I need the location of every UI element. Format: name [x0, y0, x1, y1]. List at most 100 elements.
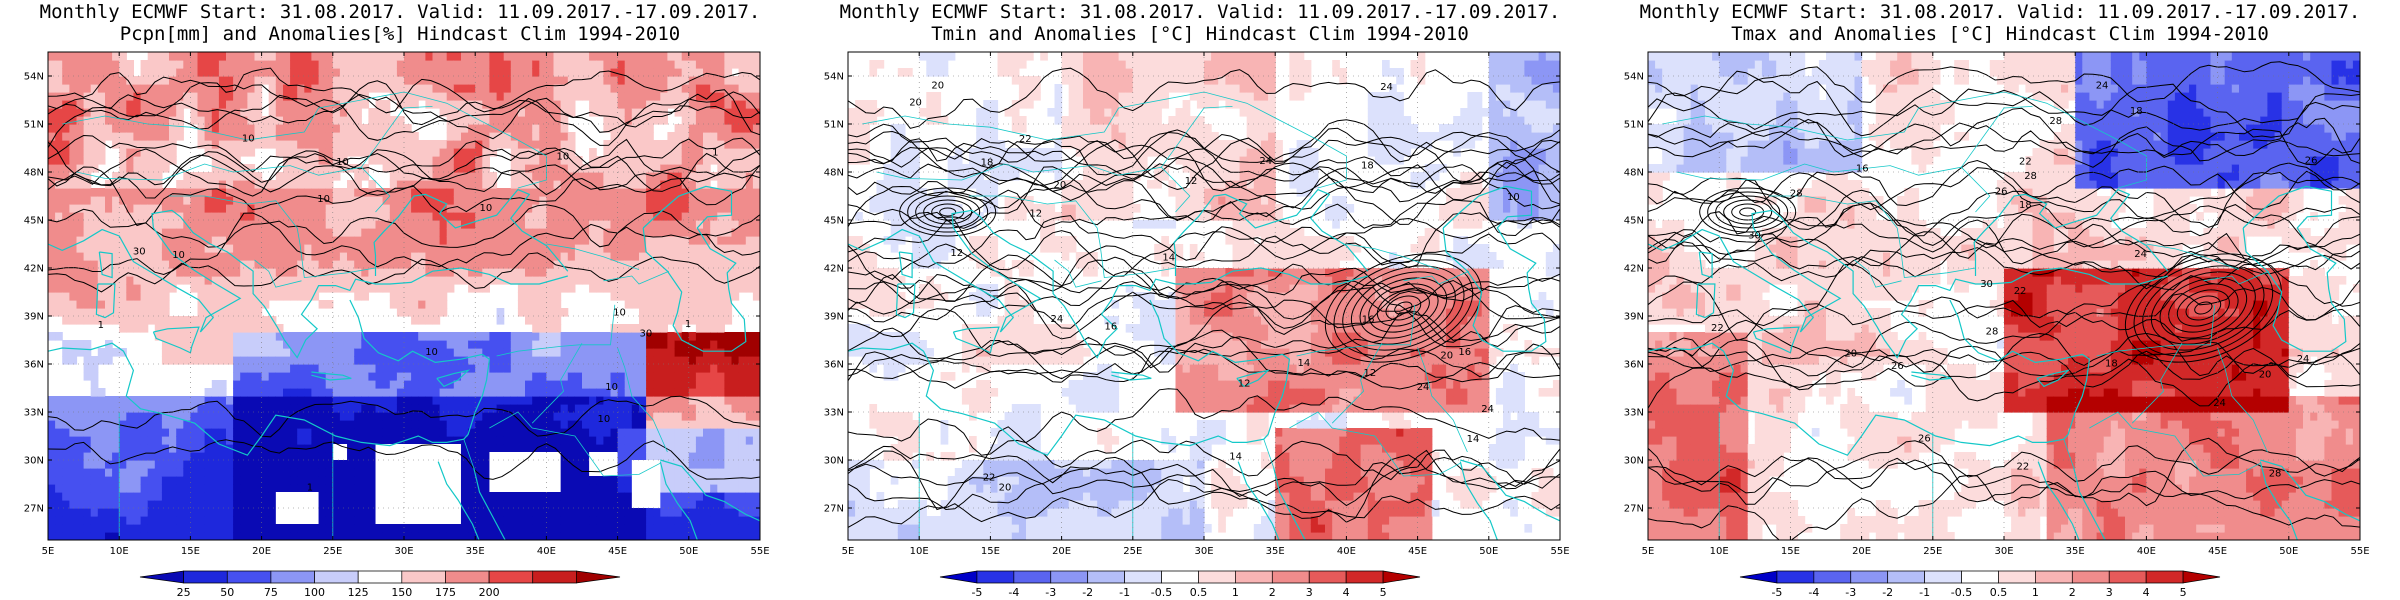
colorbar-swatch	[1050, 570, 1089, 584]
colorbar-label: -0.5	[1951, 586, 1972, 599]
contour-label: 24	[1380, 82, 1393, 93]
contour-label: 30	[1980, 279, 1993, 290]
contour-label: 20	[1440, 350, 1453, 361]
colorbar-swatch	[270, 570, 315, 584]
contour-label: 24	[2213, 398, 2226, 409]
colorbar-swatch	[2182, 570, 2221, 584]
contour-label: 22	[2019, 157, 2032, 168]
contour-label: 12	[1364, 368, 1377, 379]
contour-label: 10	[242, 133, 255, 144]
contour-label: 12	[950, 248, 963, 259]
lat-label: 54N	[1624, 72, 1644, 83]
lat-label: 51N	[24, 120, 44, 131]
colorbar-label: 5	[2180, 586, 2187, 599]
lat-label: 42N	[824, 264, 844, 275]
contour-label: 24	[1051, 314, 1064, 325]
lon-label: 15E	[181, 546, 200, 557]
lat-label: 33N	[824, 408, 844, 419]
contour-label: 22	[1711, 323, 1724, 334]
lon-label: 30E	[1194, 546, 1213, 557]
contour-label: 18	[2019, 200, 2032, 211]
precip-panel: Monthly ECMWF Start: 31.08.2017. Valid: …	[0, 0, 800, 600]
lon-label: 55E	[2350, 546, 2369, 557]
lat-label: 48N	[1624, 168, 1644, 179]
contour-label: 28	[2024, 171, 2037, 182]
lat-label: 51N	[824, 120, 844, 131]
colorbar-label: 50	[220, 586, 234, 599]
contour-label: 28	[1986, 327, 1999, 338]
contour-label: 24	[2134, 249, 2147, 260]
colorbar-swatch	[2035, 570, 2073, 584]
contour-label: 26	[1918, 434, 1931, 445]
lon-label: 45E	[608, 546, 627, 557]
lon-label: 30E	[394, 546, 413, 557]
panel-title-line2: Tmax and Anomalies [°C] Hindcast Clim 19…	[1731, 23, 2269, 45]
colorbar-label: 2	[1269, 586, 1276, 599]
contour-label: 28	[1790, 188, 1803, 199]
lon-label: 20E	[1052, 546, 1071, 557]
colorbar-swatch	[1235, 570, 1273, 584]
contour-label: 20	[999, 483, 1012, 494]
contour-label: 22	[1019, 134, 1032, 145]
lon-label: 35E	[466, 546, 485, 557]
precip-map: 30 10 10 10 10 10 1 10 1 30 1 1 10 10 10 10 54N 51N 48N 45N…	[24, 51, 770, 599]
colorbar-swatch	[532, 570, 577, 584]
colorbar-swatch	[939, 570, 978, 584]
colorbar-swatch	[1998, 570, 2036, 584]
contour-label: 14	[1298, 358, 1311, 369]
tmax-map: 1816182022221824222426282420222826302628…	[1624, 51, 2370, 599]
colorbar-swatch	[576, 570, 621, 584]
panel-title-line1: Monthly ECMWF Start: 31.08.2017. Valid: …	[839, 1, 1561, 23]
contour-label: 10	[1507, 192, 1520, 203]
contour-label: 20	[909, 97, 922, 108]
lon-label: 45E	[2208, 546, 2227, 557]
lat-label: 42N	[24, 264, 44, 275]
contour-label: 20	[1844, 349, 1857, 360]
lon-label: 55E	[1550, 546, 1569, 557]
lon-label: 25E	[1123, 546, 1142, 557]
contour-label: 1	[307, 482, 313, 493]
panel-title-line2: Tmin and Anomalies [°C] Hindcast Clim 19…	[931, 23, 1469, 45]
colorbar-label: 125	[348, 586, 369, 599]
contour-label: 22	[2014, 286, 2027, 297]
contour-label: 1	[685, 319, 691, 330]
colorbar-swatch	[1087, 570, 1125, 584]
lat-label: 48N	[24, 168, 44, 179]
lon-label: 40E	[1337, 546, 1356, 557]
colorbar-swatch	[445, 570, 490, 584]
contour-label: 12	[1238, 378, 1251, 389]
lat-label: 42N	[1624, 264, 1644, 275]
contour-label: 24	[1417, 382, 1430, 393]
contour-label: 18	[2105, 359, 2118, 370]
lat-label: 48N	[824, 168, 844, 179]
colorbar-swatch	[1776, 570, 1815, 584]
colorbar-label: 3	[2106, 586, 2113, 599]
contour-label: 28	[2049, 116, 2062, 127]
colorbar-swatch	[1124, 570, 1162, 584]
lon-label: 15E	[981, 546, 1000, 557]
contour-label: 26	[1891, 361, 1904, 372]
colorbar-label: 150	[391, 586, 412, 599]
lon-label: 20E	[1852, 546, 1871, 557]
contour-label: 16	[1856, 163, 1869, 174]
lon-label: 45E	[1408, 546, 1427, 557]
contour-label: 10	[613, 308, 626, 319]
lat-label: 36N	[824, 360, 844, 371]
colorbar-label: -1	[1119, 586, 1130, 599]
colorbar-label: -5	[971, 586, 982, 599]
colorbar-swatch	[314, 570, 359, 584]
lat-label: 33N	[1624, 408, 1644, 419]
colorbar-label: 1	[1232, 586, 1239, 599]
colorbar-swatch	[2145, 570, 2184, 584]
lon-label: 10E	[910, 546, 929, 557]
colorbar-label: -1	[1919, 586, 1930, 599]
contour-label: 10	[480, 203, 493, 214]
tmin-panel: Monthly ECMWF Start: 31.08.2017. Valid: …	[800, 0, 1600, 600]
lon-label: 35E	[2066, 546, 2085, 557]
lat-label: 54N	[24, 72, 44, 83]
contour-label: 14	[1162, 252, 1175, 263]
contour-label: 26	[1995, 186, 2008, 197]
colorbar-label: -4	[1808, 586, 1819, 599]
lat-label: 45N	[24, 216, 44, 227]
contour-label: 14	[1229, 452, 1242, 463]
